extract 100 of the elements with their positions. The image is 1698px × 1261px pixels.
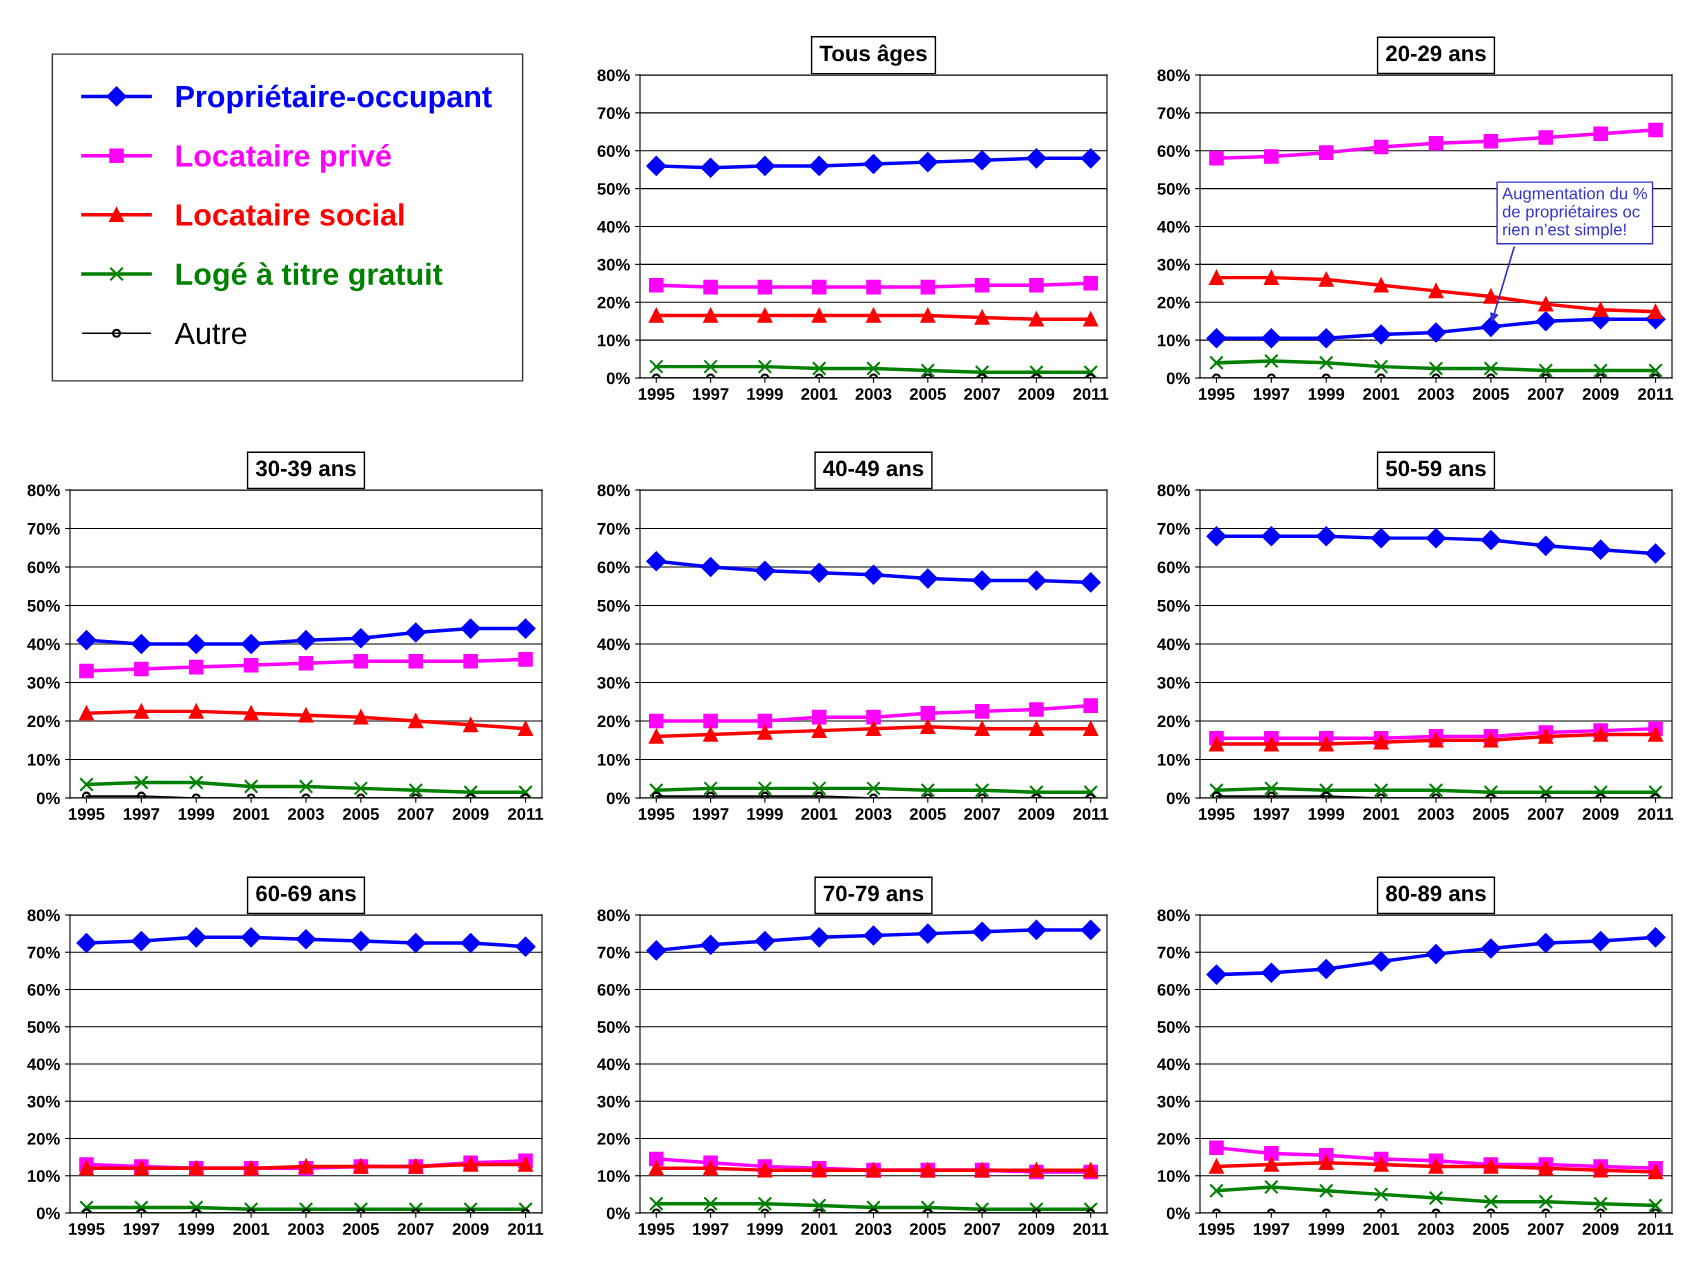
x-tick-label: 2005 xyxy=(909,808,946,820)
y-tick-label: 60% xyxy=(1157,145,1190,157)
y-tick-label: 70% xyxy=(597,946,630,959)
legend-label: Propriétaire-occupant xyxy=(176,84,492,114)
x-tick-label: 2003 xyxy=(1418,808,1454,820)
x-tick-label: 2009 xyxy=(1582,388,1619,400)
y-tick-label: 60% xyxy=(27,983,60,996)
y-tick-label: 30% xyxy=(597,676,630,689)
x-tick-label: 1999 xyxy=(1308,808,1345,820)
y-tick-label: 40% xyxy=(1157,220,1190,233)
x-tick-label: 2009 xyxy=(1018,388,1055,400)
x-tick-label: 1997 xyxy=(123,1223,160,1235)
y-tick-label: 80% xyxy=(27,484,60,497)
x-tick-label: 1997 xyxy=(1253,388,1290,400)
x-tick-label: 2001 xyxy=(801,388,838,400)
y-tick-label: 30% xyxy=(1157,676,1190,689)
y-tick-label: 10% xyxy=(27,753,60,766)
y-tick-label: 0% xyxy=(606,372,630,385)
x-tick-label: 1999 xyxy=(747,808,783,820)
x-tick-label: 2003 xyxy=(855,1223,892,1235)
chart-title: 40-49 ans xyxy=(823,460,924,477)
y-tick-label: 10% xyxy=(597,1170,630,1182)
y-tick-label: 20% xyxy=(1157,296,1190,309)
x-tick-label: 2005 xyxy=(1472,388,1509,400)
y-tick-label: 50% xyxy=(27,1021,60,1033)
x-tick-label: 2001 xyxy=(1363,808,1400,820)
y-tick-label: 40% xyxy=(597,1058,630,1071)
chart-title: 70-79 ans xyxy=(823,885,924,902)
y-tick-label: 40% xyxy=(27,638,60,651)
y-tick-label: 30% xyxy=(1157,1095,1190,1108)
x-tick-label: 2003 xyxy=(855,388,892,400)
x-tick-label: 2001 xyxy=(1363,388,1400,400)
y-tick-label: 50% xyxy=(1157,1021,1190,1033)
chart-title: 50-59 ans xyxy=(1386,460,1486,477)
x-tick-label: 2001 xyxy=(1363,1223,1400,1235)
x-tick-label: 1999 xyxy=(1308,1223,1345,1235)
x-tick-label: 1999 xyxy=(178,1223,215,1235)
y-tick-label: 0% xyxy=(36,792,60,805)
y-tick-label: 50% xyxy=(597,183,630,195)
x-tick-label: 2001 xyxy=(233,1223,270,1235)
legend-label: Locataire privé xyxy=(176,144,391,173)
x-tick-label: 2001 xyxy=(233,808,270,820)
x-tick-label: 2007 xyxy=(1527,1223,1564,1235)
y-tick-label: 0% xyxy=(1166,1207,1190,1220)
x-tick-label: 2005 xyxy=(909,388,946,400)
x-tick-label: 2011 xyxy=(1073,388,1109,400)
x-tick-label: 2011 xyxy=(1073,1223,1109,1235)
x-tick-label: 2007 xyxy=(964,388,1000,400)
x-tick-label: 2011 xyxy=(1638,1223,1674,1235)
x-tick-label: 1997 xyxy=(693,1223,729,1235)
annotation: Augmentation du % de propriétaires oc rien n’est simple! xyxy=(1502,187,1647,239)
y-tick-label: 10% xyxy=(1157,753,1190,766)
x-tick-label: 2001 xyxy=(801,808,838,820)
x-tick-label: 2007 xyxy=(964,1223,1000,1235)
y-tick-label: 80% xyxy=(597,69,630,82)
x-tick-label: 2007 xyxy=(1527,388,1564,400)
x-tick-label: 2005 xyxy=(342,1223,379,1235)
y-tick-label: 20% xyxy=(597,715,630,728)
x-tick-label: 2005 xyxy=(909,1223,946,1235)
x-tick-label: 2003 xyxy=(1418,1223,1454,1235)
chart-title: 60-69 ans xyxy=(256,885,356,902)
x-tick-label: 1995 xyxy=(638,1223,675,1235)
x-tick-label: 2003 xyxy=(1418,388,1454,400)
y-tick-label: 20% xyxy=(27,1132,60,1145)
x-tick-label: 1997 xyxy=(1253,808,1290,820)
y-tick-label: 30% xyxy=(27,1095,60,1108)
x-tick-label: 2009 xyxy=(452,808,489,820)
y-tick-label: 50% xyxy=(27,599,60,612)
y-tick-label: 50% xyxy=(1157,599,1190,612)
chart-title: 80-89 ans xyxy=(1386,885,1486,902)
y-tick-label: 80% xyxy=(27,909,60,922)
x-tick-label: 1995 xyxy=(1198,1223,1235,1235)
chart-title: Tous âges xyxy=(819,44,927,66)
y-tick-label: 50% xyxy=(1157,183,1190,195)
y-tick-label: 20% xyxy=(597,296,630,309)
x-tick-label: 2003 xyxy=(288,808,324,820)
x-tick-label: 1999 xyxy=(747,388,783,400)
y-tick-label: 80% xyxy=(597,484,630,497)
legend-label: Autre xyxy=(174,322,247,345)
y-tick-label: 20% xyxy=(27,715,60,728)
y-tick-label: 30% xyxy=(597,258,630,271)
x-tick-label: 2005 xyxy=(1472,1223,1509,1235)
x-tick-label: 2005 xyxy=(1472,808,1509,820)
x-tick-label: 2011 xyxy=(1638,388,1674,400)
x-tick-label: 2011 xyxy=(1073,808,1109,820)
y-tick-label: 10% xyxy=(1157,1170,1190,1182)
x-tick-label: 1995 xyxy=(68,808,105,820)
y-tick-label: 30% xyxy=(1157,258,1190,271)
y-tick-label: 70% xyxy=(27,946,60,959)
y-tick-label: 10% xyxy=(597,334,630,347)
y-tick-label: 60% xyxy=(27,561,60,574)
y-tick-label: 80% xyxy=(1157,909,1190,922)
y-tick-label: 10% xyxy=(597,753,630,766)
x-tick-label: 2009 xyxy=(1582,1223,1619,1235)
chart-title: 30-39 ans xyxy=(255,460,356,477)
y-tick-label: 0% xyxy=(606,1207,630,1220)
x-tick-label: 1999 xyxy=(178,808,215,820)
x-tick-label: 2011 xyxy=(1638,808,1674,820)
y-tick-label: 80% xyxy=(597,909,630,922)
y-tick-label: 60% xyxy=(597,561,630,574)
